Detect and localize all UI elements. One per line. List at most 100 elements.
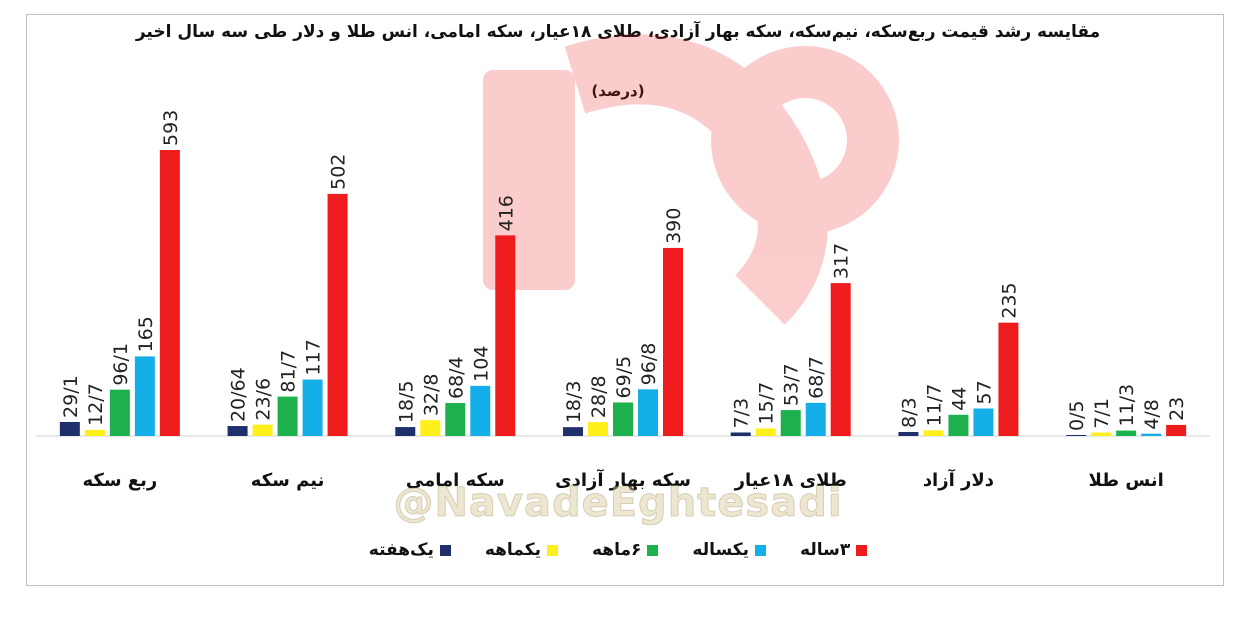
data-label: 4/8 [1141,399,1163,430]
category-label: سکه بهار آزادی [555,468,691,491]
data-label: 15/7 [756,382,778,425]
data-label: 18/3 [563,381,585,424]
data-label: 0/5 [1066,400,1088,431]
data-label: 104 [470,346,492,382]
bar [730,432,751,436]
bar [663,247,683,436]
legend-swatch [647,544,659,556]
bar [495,235,516,436]
bar [395,427,416,436]
bar [84,429,105,436]
bar [134,356,155,436]
category-label: سکه امامی [406,470,505,491]
legend-item: ۶ماهه [591,540,659,560]
legend-swatch [439,544,451,556]
bar [252,424,273,436]
bar [805,402,826,436]
bar [898,431,919,436]
category-label: ربع سکه [82,470,157,491]
data-label: 32/8 [420,374,442,417]
data-label: 8/3 [898,397,920,428]
data-label: 7/1 [1091,398,1113,429]
data-label: 96/1 [110,343,132,386]
category-label: طلای ۱۸عیار [734,470,847,491]
data-label: 502 [328,154,350,190]
bar [277,396,298,436]
bar [59,421,80,436]
data-label: 117 [303,339,325,375]
category-label: دلار آزاد [923,468,994,491]
bar [923,430,944,436]
chart-subtitle: (درصد) [591,82,645,100]
data-label: 11/3 [1116,384,1138,427]
bar [470,385,491,436]
legend-swatch [546,544,558,556]
bar [638,389,658,436]
logo-watermark [483,34,899,325]
legend-label: ۳ساله [800,540,851,560]
data-label: 235 [998,282,1020,318]
legend-item: یکساله [692,540,767,560]
legend-label: یکساله [692,540,750,560]
legend-label: ۶ماهه [591,540,642,560]
bar [1091,432,1112,436]
bar [1066,435,1087,436]
data-label: 18/5 [395,380,417,423]
legend-label: یک‌هفته [368,540,434,560]
legend-swatch [755,544,767,556]
data-label: 416 [495,195,517,231]
bar [755,428,776,436]
bar [445,403,466,436]
data-label: 7/3 [731,398,753,429]
legend-label: یکماهه [484,540,541,560]
bar [159,150,180,436]
data-label: 28/8 [588,375,610,418]
bar [948,414,969,436]
watermark-handle: @NavadeEghtesadi [393,480,843,527]
bar [302,379,323,436]
data-label: 57 [973,380,995,404]
data-label: 81/7 [278,350,300,393]
bar [780,410,801,436]
bar [1116,430,1137,436]
data-label: 68/7 [806,356,828,399]
legend-swatch [856,544,868,556]
data-label: 593 [160,110,182,146]
legend: یک‌هفته یکماهه ۶ماهه یکساله ۳ساله [0,540,1236,560]
bar [563,427,583,436]
legend-item: ۳ساله [800,540,868,560]
data-label: 317 [831,243,853,279]
data-label: 12/7 [85,383,107,426]
category-label: انس طلا [1089,470,1164,491]
data-label: 165 [135,316,157,352]
bar [973,408,994,436]
bar [830,283,851,436]
data-label: 29/1 [60,375,82,418]
bar [227,426,248,436]
bar [1166,424,1187,436]
data-label: 53/7 [781,363,803,406]
data-label: 23 [1166,397,1188,421]
bar [1141,433,1162,436]
category-label: نیم سکه [251,470,325,491]
data-label: 20/64 [228,367,250,422]
bar [998,322,1019,436]
bar [327,193,348,436]
chart-title: مقایسه رشد قیمت ربع‌سکه، نیم‌سکه، سکه به… [135,22,1101,42]
bar [109,389,130,436]
bar [588,422,608,436]
data-label: 96/8 [638,343,660,386]
bar [420,420,441,436]
data-label: 390 [663,208,685,244]
legend-item: یک‌هفته [369,540,451,560]
bar [613,402,633,436]
data-label: 44 [948,387,970,411]
legend-item: یکماهه [485,540,558,560]
data-label: 11/7 [923,384,945,427]
data-label: 23/6 [253,378,275,421]
data-label: 68/4 [445,356,467,399]
chart-frame [26,14,1224,586]
data-label: 69/5 [613,356,635,399]
